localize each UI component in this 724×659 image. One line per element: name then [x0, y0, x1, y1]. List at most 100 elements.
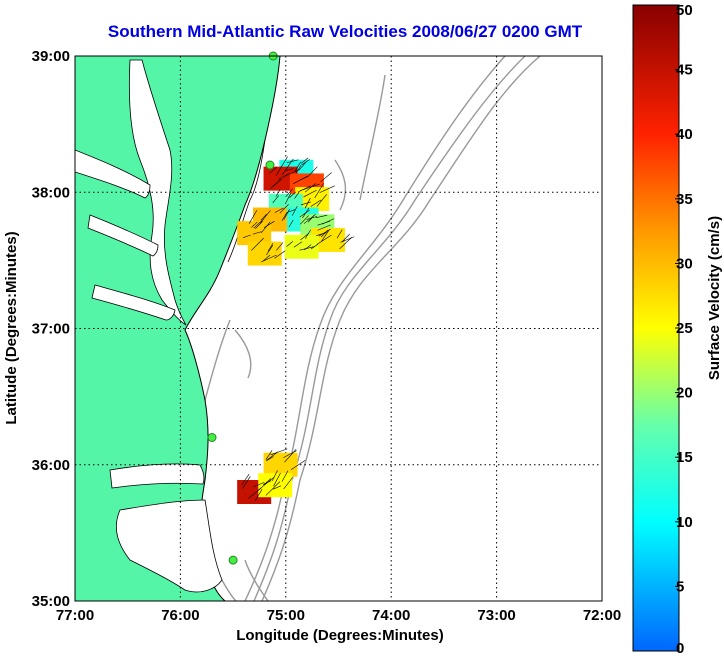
- velocity-vector: [254, 489, 263, 502]
- velocity-vector: [255, 221, 263, 229]
- velocity-vector: [283, 169, 301, 177]
- velocity-vector: [275, 156, 288, 176]
- velocity-vector: [263, 480, 272, 485]
- colorbar-tick-label: 45: [676, 62, 693, 79]
- velocity-vector: [286, 241, 294, 247]
- velocity-vector: [263, 220, 275, 228]
- velocity-vector: [260, 221, 271, 234]
- lat-tick-label: 38:00: [32, 184, 70, 201]
- chesapeake-bay: [128, 59, 187, 326]
- velocity-vector: [341, 233, 350, 243]
- velocity-vector: [284, 168, 294, 171]
- velocity-vector: [301, 159, 310, 166]
- lon-tick-label: 75:00: [267, 607, 305, 624]
- velocity-vector: [316, 194, 327, 207]
- velocity-vector: [294, 161, 301, 173]
- lat-tick-label: 36:00: [32, 457, 70, 474]
- velocity-vector: [265, 481, 281, 496]
- velocity-vector: [253, 482, 265, 488]
- velocity-vector: [298, 161, 307, 171]
- colorbar-tick-label: 20: [676, 385, 693, 402]
- colorbar-tick-label: 25: [676, 320, 693, 337]
- colorbar-label: Surface Velocity (cm/s): [706, 216, 723, 380]
- lat-tick-label: 35:00: [32, 593, 70, 610]
- velocity-vector: [277, 173, 290, 180]
- velocity-vector: [299, 175, 309, 181]
- velocity-vector: [274, 250, 286, 259]
- colorbar-tick-label: 10: [676, 514, 693, 531]
- velocity-vector: [317, 224, 331, 231]
- velocity-vector: [274, 207, 284, 213]
- velocity-vector: [315, 214, 328, 219]
- velocity-vector: [299, 215, 309, 225]
- velocity-vector: [271, 470, 278, 481]
- velocity-vector: [304, 229, 311, 239]
- velocity-vector: [285, 188, 293, 198]
- velocity-vector: [286, 159, 299, 164]
- velocity-vector: [303, 214, 316, 224]
- velocity-vector: [269, 166, 278, 174]
- velocity-vector: [257, 476, 275, 491]
- lon-tick-label: 72:00: [583, 607, 621, 624]
- velocity-vector: [242, 476, 251, 489]
- velocity-vector: [300, 157, 309, 164]
- velocity-cell: [247, 241, 282, 266]
- velocity-vector: [336, 229, 343, 239]
- velocity-vector: [266, 244, 274, 256]
- velocity-vector: [283, 209, 290, 220]
- velocity-cell: [263, 452, 298, 477]
- latitude-ticks: 35:00 36:00 37:00 38:00 39:00: [32, 48, 70, 610]
- velocity-vector: [299, 209, 310, 218]
- velocity-vectors: [241, 156, 355, 502]
- radar-stations: [207, 51, 278, 565]
- velocity-vector: [242, 234, 251, 238]
- velocity-vector: [263, 478, 272, 486]
- colorbar-tick-label: 35: [676, 191, 693, 208]
- velocity-vector: [284, 193, 292, 205]
- velocity-vector: [273, 485, 282, 490]
- radar-station-marker: [228, 555, 238, 565]
- x-axis-label: Longitude (Degrees:Minutes): [236, 627, 444, 644]
- lon-tick-label: 74:00: [372, 607, 410, 624]
- velocity-vector: [284, 449, 297, 463]
- velocity-vector: [306, 216, 318, 220]
- velocity-vector: [316, 234, 332, 245]
- velocity-vector: [314, 183, 324, 199]
- longitude-ticks: 77:00 76:00 75:00 74:00 73:00 72:00: [56, 607, 621, 624]
- velocity-vector: [251, 221, 258, 228]
- velocity-vector: [319, 185, 335, 193]
- velocity-vector: [304, 183, 316, 193]
- velocity-vector: [300, 233, 310, 241]
- lon-tick-label: 77:00: [56, 607, 94, 624]
- lat-lon-grid: [75, 56, 602, 601]
- velocity-vector: [267, 243, 274, 252]
- lat-tick-label: 37:00: [32, 321, 70, 338]
- radar-station-marker: [265, 160, 275, 170]
- potomac-river: [75, 149, 151, 199]
- colorbar-tick-label: 0: [676, 640, 684, 657]
- velocity-vector: [297, 185, 311, 193]
- velocity-vector: [281, 212, 288, 222]
- velocity-vector: [299, 246, 315, 251]
- velocity-vector: [288, 219, 294, 228]
- velocity-vector: [321, 229, 329, 238]
- velocity-vector: [241, 473, 250, 486]
- colorbar-tick-label: 40: [676, 126, 693, 143]
- velocity-vector: [320, 172, 332, 183]
- velocity-vector: [265, 456, 274, 462]
- velocity-cell: [258, 473, 293, 498]
- velocity-vector: [294, 191, 300, 199]
- velocity-vector: [300, 201, 311, 206]
- velocity-vector: [273, 472, 281, 487]
- velocity-vector: [252, 231, 262, 235]
- velocity-vector: [303, 189, 317, 198]
- lon-tick-label: 73:00: [477, 607, 515, 624]
- albemarle-sound: [109, 463, 205, 489]
- rappahannock-river: [87, 214, 159, 257]
- velocity-vector: [272, 195, 280, 204]
- velocity-vector: [270, 448, 288, 456]
- velocity-vector: [291, 206, 298, 216]
- colorbar-ticks: 0 5 10 15 20 25 30 35 40 45 50: [675, 2, 693, 657]
- velocity-vector: [302, 207, 310, 219]
- velocity-vector: [295, 165, 302, 174]
